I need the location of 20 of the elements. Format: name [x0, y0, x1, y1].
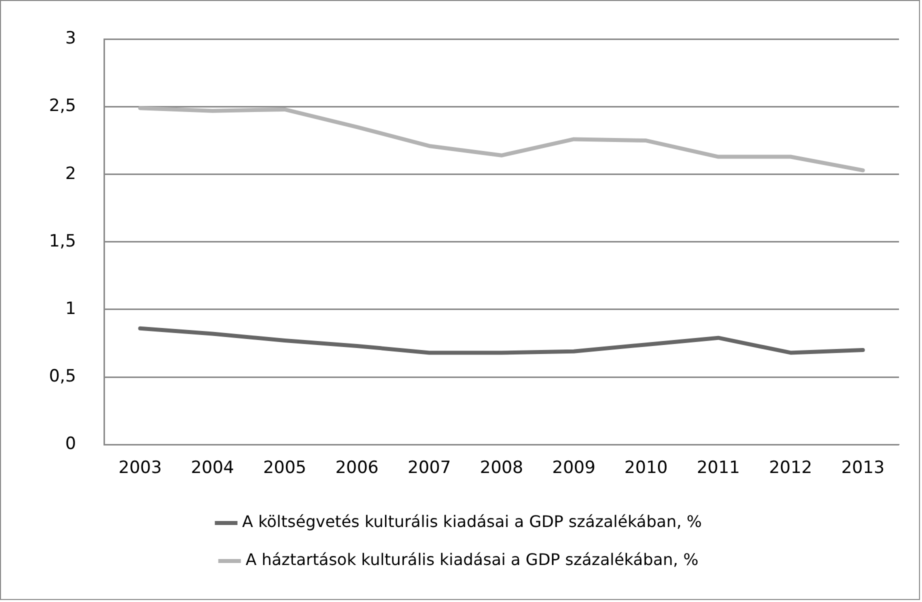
y-tick-label: 1,5 [48, 231, 76, 252]
x-tick-label: 2006 [335, 458, 379, 478]
x-tick-label: 2009 [552, 458, 596, 478]
y-tick-label: 1 [65, 298, 76, 319]
x-tick-label: 2007 [408, 458, 451, 478]
y-tick-label: 2 [65, 164, 76, 184]
x-tick-label: 2003 [118, 458, 162, 478]
y-tick-label: 0,5 [48, 366, 76, 386]
y-tick-label: 3 [65, 28, 76, 49]
x-tick-label: 2013 [841, 458, 884, 478]
x-tick-label: 2011 [696, 458, 740, 478]
y-tick-label: 0 [65, 434, 76, 454]
x-tick-label: 2008 [480, 458, 524, 478]
x-tick-label: 2004 [190, 458, 234, 478]
y-tick-label: 2,5 [48, 96, 76, 116]
legend-label: A költségvetés kulturális kiadásai a GDP százalékában, % [242, 512, 702, 532]
x-tick-label: 2005 [263, 458, 306, 478]
x-tick-label: 2012 [768, 458, 812, 478]
legend-label: A háztartások kulturális kiadásai a GDP százalékában, % [246, 550, 698, 570]
x-tick-label: 2010 [624, 458, 668, 478]
